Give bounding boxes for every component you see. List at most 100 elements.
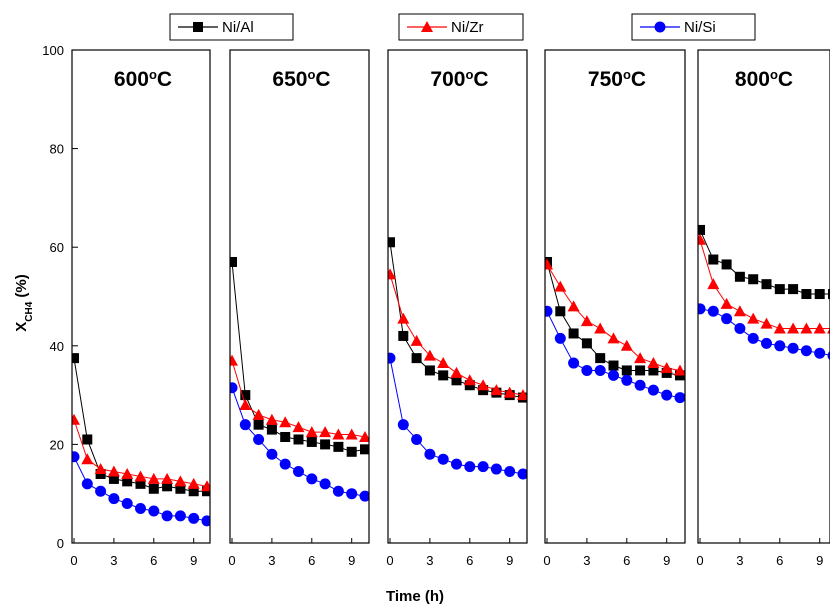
data-point bbox=[397, 312, 410, 324]
panel-frame bbox=[71, 49, 211, 544]
panel-plot-area bbox=[698, 224, 830, 361]
x-tick-label: 6 bbox=[308, 553, 315, 568]
data-point bbox=[82, 434, 93, 445]
data-point bbox=[774, 284, 785, 295]
data-point bbox=[174, 510, 186, 522]
data-point bbox=[292, 421, 305, 433]
data-point bbox=[545, 305, 553, 317]
data-point bbox=[554, 280, 567, 292]
data-point bbox=[72, 413, 80, 425]
panel-title: 700oC bbox=[430, 67, 488, 92]
data-point bbox=[621, 374, 633, 386]
data-point bbox=[320, 439, 331, 450]
data-point bbox=[733, 305, 746, 317]
data-point bbox=[490, 384, 503, 396]
data-point bbox=[760, 317, 773, 329]
x-axis-title: Time (h) bbox=[386, 588, 444, 605]
panel-title-degree: o bbox=[623, 67, 631, 82]
data-point bbox=[800, 345, 812, 357]
y-axis: XCH4 (%) 0 20 40 60 80 100 bbox=[13, 43, 78, 551]
data-point bbox=[94, 463, 107, 475]
data-point bbox=[108, 493, 120, 505]
data-point bbox=[608, 360, 619, 371]
data-point bbox=[239, 419, 251, 431]
data-point bbox=[773, 322, 786, 334]
data-point bbox=[721, 313, 733, 325]
x-tick-label: 9 bbox=[506, 553, 513, 568]
data-point bbox=[747, 332, 759, 344]
data-point bbox=[252, 408, 265, 420]
x-tick-label: 9 bbox=[663, 553, 670, 568]
data-point bbox=[345, 428, 358, 440]
data-point bbox=[162, 481, 173, 492]
data-point bbox=[188, 512, 200, 524]
y-tick-label: 0 bbox=[57, 536, 64, 551]
x-tick-label: 6 bbox=[623, 553, 630, 568]
data-point bbox=[621, 365, 632, 376]
data-point bbox=[305, 426, 318, 438]
data-point bbox=[411, 433, 423, 445]
x-tick-label: 3 bbox=[110, 553, 117, 568]
series-ni-al bbox=[698, 224, 830, 300]
series-line bbox=[546, 264, 681, 371]
series-line bbox=[546, 311, 681, 399]
data-point bbox=[450, 366, 463, 378]
data-point bbox=[698, 224, 705, 235]
x-tick-label: 3 bbox=[268, 553, 275, 568]
data-point bbox=[464, 461, 476, 473]
data-point bbox=[81, 453, 94, 465]
series-ni-zr bbox=[230, 354, 369, 443]
data-point bbox=[306, 436, 317, 447]
data-point bbox=[279, 416, 292, 428]
data-point bbox=[674, 364, 685, 376]
data-point bbox=[814, 347, 826, 359]
panel-plot-area bbox=[72, 353, 210, 527]
panel-title-unit: C bbox=[157, 68, 172, 91]
data-point bbox=[437, 453, 449, 465]
panel-title-degree: o bbox=[149, 67, 157, 82]
panel-title-value: 750 bbox=[588, 68, 623, 91]
x-axis: Time (h) bbox=[386, 588, 444, 605]
data-point bbox=[451, 375, 462, 386]
data-point bbox=[410, 334, 423, 346]
x-tick-label: 0 bbox=[696, 553, 703, 568]
data-point bbox=[503, 386, 516, 398]
legend-marker bbox=[421, 21, 433, 32]
data-point bbox=[581, 364, 593, 376]
data-point bbox=[661, 389, 673, 401]
data-point bbox=[451, 458, 462, 470]
x-tick-label: 0 bbox=[228, 553, 235, 568]
panel-frame bbox=[544, 49, 686, 544]
panel-title-unit: C bbox=[473, 68, 488, 91]
data-point bbox=[438, 370, 449, 381]
x-tick-label: 3 bbox=[736, 553, 743, 568]
legend-item-ni-zr: Ni/Zr bbox=[398, 13, 524, 41]
panel-frame bbox=[229, 49, 370, 544]
y-axis-title-unit: (%) bbox=[13, 274, 30, 302]
data-point bbox=[581, 338, 592, 349]
x-tick-label: 6 bbox=[776, 553, 783, 568]
data-point bbox=[698, 233, 706, 245]
data-point bbox=[555, 306, 566, 317]
panel-frame bbox=[697, 49, 830, 544]
data-point bbox=[293, 434, 304, 445]
data-point bbox=[72, 451, 80, 463]
x-tick-label: 3 bbox=[583, 553, 590, 568]
data-point bbox=[346, 446, 357, 457]
panel-title-degree: o bbox=[465, 67, 473, 82]
data-point bbox=[827, 328, 830, 334]
panel-title-value: 700 bbox=[430, 68, 465, 91]
data-point bbox=[568, 328, 579, 339]
data-point bbox=[280, 432, 291, 443]
data-point bbox=[517, 468, 527, 480]
series-line bbox=[546, 261, 681, 376]
data-point bbox=[201, 480, 210, 492]
data-point bbox=[135, 502, 146, 514]
series-ni-al bbox=[545, 256, 685, 381]
data-point bbox=[477, 461, 489, 473]
data-point bbox=[188, 486, 199, 497]
data-point bbox=[608, 369, 619, 381]
data-point bbox=[477, 379, 490, 391]
data-point bbox=[787, 322, 800, 334]
legend-marker bbox=[654, 21, 666, 33]
